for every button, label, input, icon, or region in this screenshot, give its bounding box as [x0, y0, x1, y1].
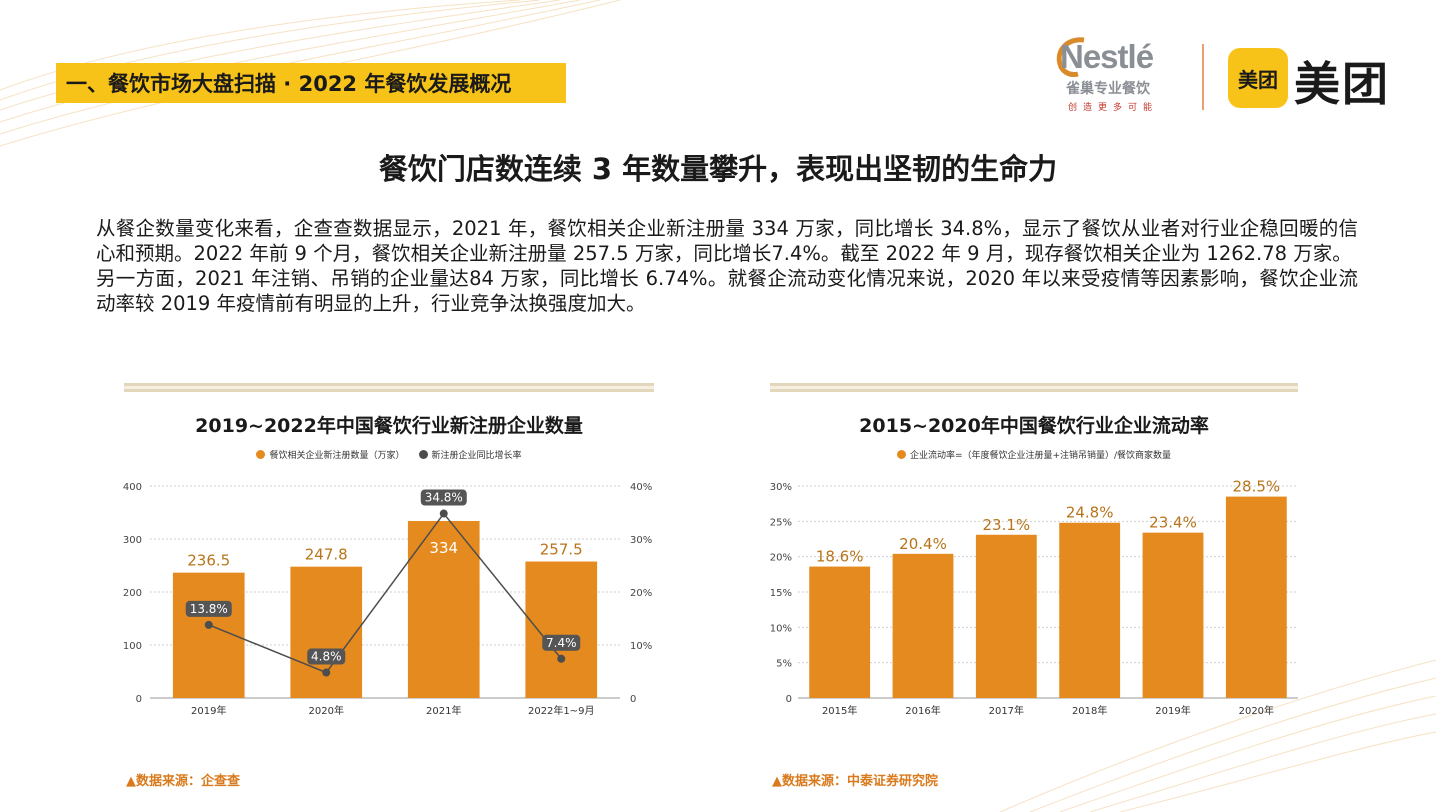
x-tick-label: 2016年 [905, 704, 940, 717]
logo-divider [1202, 44, 1204, 110]
growth-rate-point [557, 654, 566, 663]
y2-tick-label: 0 [630, 694, 636, 705]
chart-title: 2019~2022年中国餐饮行业新注册企业数量 [195, 415, 583, 437]
growth-rate-label-bg [542, 634, 581, 651]
growth-rate-label: 34.8% [425, 491, 463, 505]
y-tick-label: 10% [770, 623, 792, 634]
y2-tick-label: 20% [630, 588, 652, 599]
bar-value-label: 236.5 [187, 552, 230, 570]
bar [892, 553, 954, 698]
bar [290, 566, 363, 698]
nestle-logo: Nestlé 雀巢专业餐饮 创造更多可能 [1054, 36, 1194, 116]
y-tick-label: 400 [123, 482, 142, 493]
section-label: 一、餐饮市场大盘扫描 · 2022 年餐饮发展概况 [66, 72, 512, 96]
bar [1225, 496, 1287, 698]
y-tick-label: 100 [123, 641, 142, 652]
chart-panel-turnover: 2015~2020年中国餐饮行业企业流动率 企业流动率=（年度餐饮企业注册量+注… [770, 383, 1298, 763]
bar [525, 561, 598, 698]
legend-item-bar: 餐饮相关企业新注册数量（万家） [256, 448, 405, 461]
legend-label: 企业流动率=（年度餐饮企业注册量+注销吊销量）/餐饮商家数量 [909, 451, 1172, 461]
x-tick-label: 2019年 [1155, 704, 1190, 717]
x-tick-label: 2022年1~9月 [528, 704, 595, 717]
x-tick-label: 2017年 [989, 704, 1024, 717]
bar-value-label: 257.5 [540, 541, 583, 559]
bar-value-label: 23.4% [1149, 514, 1197, 532]
panel-rule [770, 383, 1298, 392]
y-tick-label: 0 [136, 694, 142, 705]
page-title: 餐饮门店数连续 3 年数量攀升，表现出坚韧的生命力 [378, 152, 1058, 186]
growth-rate-point [439, 509, 448, 518]
growth-rate-label: 7.4% [546, 636, 577, 650]
chart-registrations: 0 100 200 300 400 0 10% 20% 30% 40% 236.5 2019年 247.… [123, 482, 652, 717]
growth-rate-label-bg [185, 600, 232, 617]
y-tick-label: 0 [786, 694, 792, 705]
x-tick-label: 2021年 [426, 704, 461, 717]
bar [1059, 522, 1121, 698]
body-paragraph-2: 另一方面，2021 年注销、吊销的企业量达84 万家，同比增长 6.74%。就餐… [96, 267, 1358, 315]
panel-rule [124, 383, 654, 392]
y-tick-label: 300 [123, 535, 142, 546]
body-paragraph-1: 从餐企数量变化来看，企查查数据显示，2021 年，餐饮相关企业新注册量 334 … [96, 217, 1358, 265]
y2-tick-label: 40% [630, 482, 652, 493]
y-tick-label: 25% [770, 517, 792, 528]
meituan-wordmark: 美团 [1294, 57, 1390, 111]
bar-value-label: 28.5% [1233, 478, 1281, 496]
y-tick-label: 200 [123, 588, 142, 599]
bar [407, 520, 480, 698]
y-tick-label: 5% [776, 659, 792, 670]
legend-label: 餐饮相关企业新注册数量（万家） [269, 451, 405, 461]
partner-logos: Nestlé 雀巢专业餐饮 创造更多可能 美团 美团 [1024, 36, 1404, 116]
legend-dot-orange [256, 450, 266, 459]
y-tick-label: 15% [770, 588, 792, 599]
chart-turnover: 0 5% 10% 15% 20% 25% 30% 18.6% 2015年 20.4% 2016年 23… [770, 478, 1298, 717]
growth-rate-point [204, 620, 213, 629]
bar-value-label: 23.1% [983, 516, 1031, 534]
y2-tick-label: 30% [630, 535, 652, 546]
growth-rate-label: 13.8% [190, 602, 228, 616]
legend-item-bar: 企业流动率=（年度餐饮企业注册量+注销吊销量）/餐饮商家数量 [896, 448, 1172, 461]
y2-tick-label: 10% [630, 641, 652, 652]
chart-panel-registrations: 2019~2022年中国餐饮行业新注册企业数量 餐饮相关企业新注册数量（万家） … [124, 383, 654, 763]
growth-rate-label-bg [420, 489, 467, 506]
body-text: 从餐企数量变化来看，企查查数据显示，2021 年，餐饮相关企业新注册量 334 … [96, 216, 1358, 316]
chart-title: 2015~2020年中国餐饮行业企业流动率 [859, 415, 1209, 437]
legend-dot-gray [418, 450, 428, 459]
meituan-badge-text: 美团 [1238, 67, 1278, 92]
bar-value-label: 20.4% [899, 535, 947, 553]
y-tick-label: 20% [770, 553, 792, 564]
chart-legend: 餐饮相关企业新注册数量（万家） 新注册企业同比增长率 [124, 448, 654, 461]
x-tick-label: 2018年 [1072, 704, 1107, 717]
legend-item-line: 新注册企业同比增长率 [418, 448, 522, 461]
growth-rate-label: 4.8% [311, 650, 342, 664]
x-tick-label: 2015年 [822, 704, 857, 717]
x-tick-label: 2020年 [1239, 704, 1274, 717]
nestle-wordmark: Nestlé [1060, 38, 1154, 75]
nestle-tagline: 创造更多可能 [1068, 103, 1159, 113]
bar-value-label: 18.6% [816, 548, 864, 566]
meituan-badge: 美团 [1228, 48, 1288, 108]
section-tag: 一、餐饮市场大盘扫描 · 2022 年餐饮发展概况 [56, 63, 566, 103]
chart-source-2: ▲数据来源：中泰证券研究院 [772, 774, 938, 789]
y-tick-label: 30% [770, 482, 792, 493]
x-tick-label: 2020年 [309, 704, 344, 717]
bar [1142, 532, 1204, 698]
growth-rate-point [322, 668, 331, 677]
bar [809, 566, 871, 698]
bar-value-label: 334 [429, 539, 458, 557]
nestle-subtitle: 雀巢专业餐饮 [1066, 81, 1150, 97]
legend-dot-orange [896, 450, 906, 459]
chart-legend: 企业流动率=（年度餐饮企业注册量+注销吊销量）/餐饮商家数量 [770, 448, 1298, 461]
bar [975, 534, 1037, 698]
bar-value-label: 247.8 [305, 546, 348, 564]
nestle-swoosh-icon [1056, 37, 1085, 77]
x-tick-label: 2019年 [191, 704, 226, 717]
growth-rate-label-bg [307, 648, 346, 665]
growth-rate-line [208, 512, 562, 674]
legend-label: 新注册企业同比增长率 [431, 451, 522, 461]
chart-source-1: ▲数据来源：企查查 [126, 774, 240, 789]
bar-value-label: 24.8% [1066, 504, 1114, 522]
